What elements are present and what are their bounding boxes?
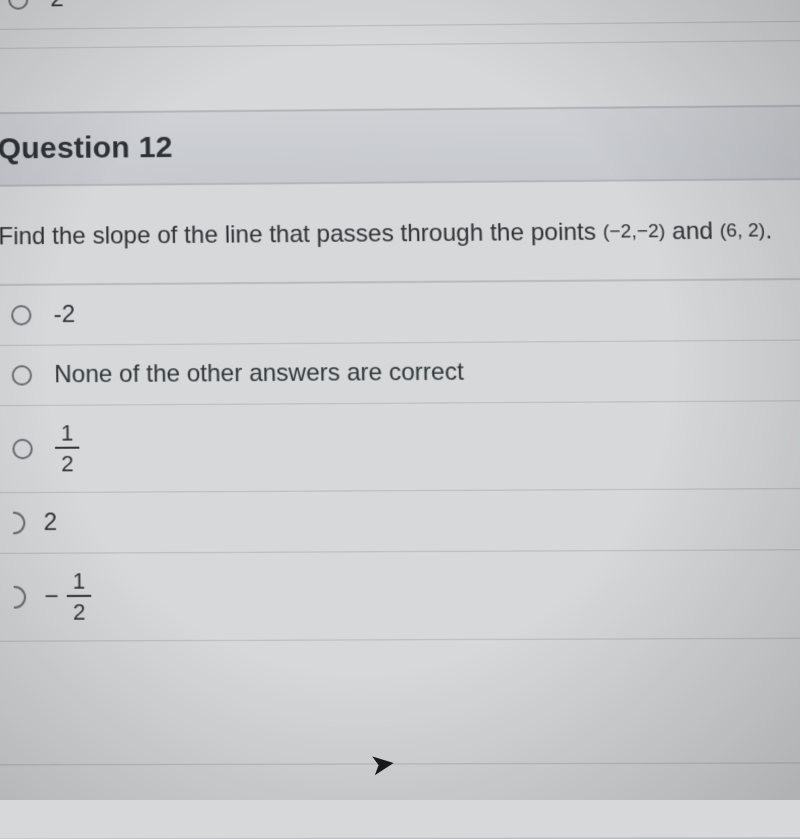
fraction-numerator: 1 <box>55 420 80 447</box>
radio-icon[interactable] <box>11 305 31 325</box>
radio-icon[interactable] <box>12 439 32 460</box>
option-label: None of the other answers are correct <box>54 359 464 390</box>
quiz-screen: 2 Question 12 Find the slope of the line… <box>0 0 800 839</box>
radio-icon[interactable] <box>13 512 25 535</box>
prompt-mid: and <box>665 217 720 245</box>
point-1: (−2,−2) <box>603 221 666 243</box>
point-2: (6, 2) <box>720 220 766 242</box>
question-prompt: Find the slope of the line that passes t… <box>0 180 800 286</box>
prompt-tail: . <box>765 217 773 245</box>
radio-icon[interactable] <box>12 366 32 387</box>
option-row-3[interactable]: 2 <box>0 488 800 554</box>
radio-icon[interactable] <box>14 586 26 609</box>
option-label: -2 <box>53 301 75 330</box>
fraction: 1 2 <box>55 420 80 478</box>
option-label: 1 2 <box>55 420 80 478</box>
option-row-0[interactable]: -2 <box>0 279 800 346</box>
fraction-denominator: 2 <box>55 447 80 478</box>
minus-sign: − <box>44 583 59 612</box>
radio-icon[interactable] <box>8 0 28 10</box>
question-number: Question 12 <box>0 131 173 166</box>
option-row-4[interactable]: − 1 2 <box>0 549 800 642</box>
fraction: 1 2 <box>66 568 91 626</box>
option-label: − 1 2 <box>44 568 92 626</box>
fraction-numerator: 1 <box>66 568 91 595</box>
cursor-icon: ➤ <box>368 745 398 783</box>
prompt-lead: Find the slope of the line that passes t… <box>0 218 603 250</box>
option-label: 2 <box>43 509 57 538</box>
option-row-1[interactable]: None of the other answers are correct <box>0 340 800 407</box>
trailing-space <box>0 638 800 766</box>
option-label: 2 <box>50 0 64 13</box>
option-row-2[interactable]: 1 2 <box>0 400 800 493</box>
section-gap <box>0 40 800 113</box>
fraction-denominator: 2 <box>67 595 92 626</box>
question-header: Question 12 <box>0 104 800 186</box>
